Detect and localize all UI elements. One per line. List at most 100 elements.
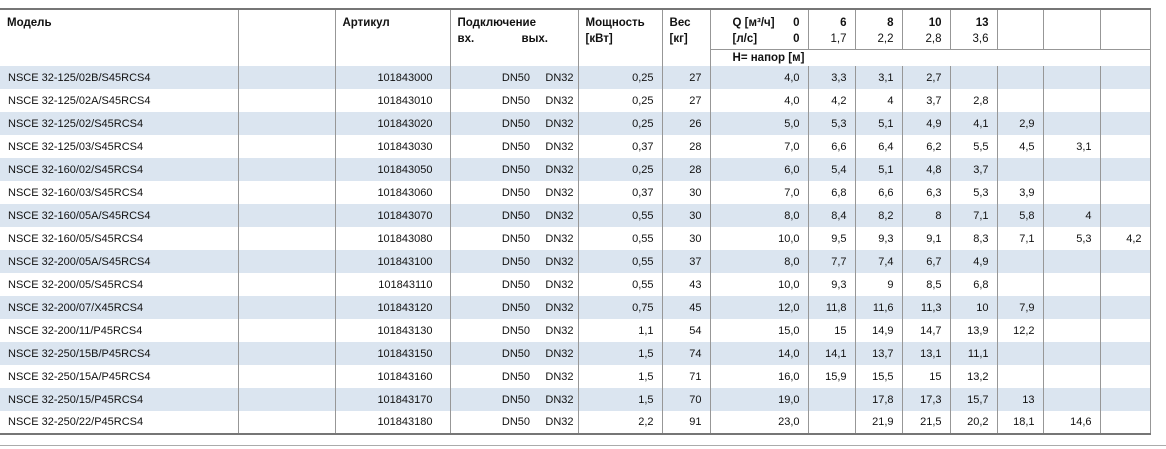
cell-spacer — [238, 66, 336, 89]
cell-model: NSCE 32-125/02A/S45RCS4 — [0, 89, 239, 112]
outlet-label: вых. — [521, 33, 548, 45]
cell-power: 2,2 — [578, 411, 663, 434]
cell-weight: 26 — [662, 112, 711, 135]
flow-ls-label: [л/с] — [732, 33, 758, 45]
cell-article: 101843120 — [335, 296, 451, 319]
cell-head-0: 7,0 — [710, 181, 809, 204]
cell-head-5 — [997, 273, 1044, 296]
cell-head-4: 10 — [950, 296, 998, 319]
cell-head-6 — [1043, 319, 1101, 342]
cell-head-6 — [1043, 388, 1101, 411]
cell-head-6 — [1043, 273, 1101, 296]
cell-head-2: 15,5 — [855, 365, 903, 388]
cell-head-4: 6,8 — [950, 273, 998, 296]
column-header-power: Мощность [кВт] — [578, 9, 663, 66]
cell-head-3: 9,1 — [902, 227, 951, 250]
column-header-extra-1 — [997, 9, 1044, 50]
cell-weight: 54 — [662, 319, 711, 342]
cell-head-3: 6,2 — [902, 135, 951, 158]
cell-head-6: 5,3 — [1043, 227, 1101, 250]
column-header-spacer — [238, 9, 336, 66]
cell-spacer — [238, 112, 336, 135]
cell-spacer — [238, 411, 336, 434]
cell-model: NSCE 32-160/05A/S45RCS4 — [0, 204, 239, 227]
table-body: NSCE 32-125/02B/S45RCS4 101843000 DN50 DN32… — [0, 66, 1151, 434]
column-header-extra-3 — [1100, 9, 1151, 50]
column-header-q6: 6 1,7 — [808, 9, 856, 50]
cell-head-3: 8 — [902, 204, 951, 227]
cell-spacer — [238, 181, 336, 204]
cell-head-7 — [1100, 342, 1151, 365]
cell-head-7 — [1100, 388, 1151, 411]
cell-article: 101843060 — [335, 181, 451, 204]
cell-weight: 27 — [662, 66, 711, 89]
cell-head-3: 4,9 — [902, 112, 951, 135]
cell-head-1 — [808, 411, 856, 434]
cell-outlet: DN32 — [532, 66, 579, 89]
cell-outlet: DN32 — [532, 204, 579, 227]
cell-power: 1,5 — [578, 388, 663, 411]
cell-head-2: 5,1 — [855, 158, 903, 181]
cell-model: NSCE 32-125/02B/S45RCS4 — [0, 66, 239, 89]
cell-head-7 — [1100, 135, 1151, 158]
cell-head-4: 7,1 — [950, 204, 998, 227]
cell-head-0: 4,0 — [710, 66, 809, 89]
column-header-flow: Q [м³/ч] 0 [л/с] 0 — [710, 9, 809, 50]
cell-head-3: 3,7 — [902, 89, 951, 112]
cell-weight: 70 — [662, 388, 711, 411]
cell-weight: 27 — [662, 89, 711, 112]
cell-head-4: 11,1 — [950, 342, 998, 365]
cell-head-0: 5,0 — [710, 112, 809, 135]
cell-head-3: 11,3 — [902, 296, 951, 319]
cell-model: NSCE 32-125/03/S45RCS4 — [0, 135, 239, 158]
cell-spacer — [238, 135, 336, 158]
cell-head-1: 5,3 — [808, 112, 856, 135]
cell-article: 101843000 — [335, 66, 451, 89]
cell-outlet: DN32 — [532, 388, 579, 411]
cell-head-4: 13,9 — [950, 319, 998, 342]
cell-head-7 — [1100, 204, 1151, 227]
cell-inlet: DN50 — [501, 232, 530, 245]
cell-spacer — [238, 342, 336, 365]
cell-head-6 — [1043, 296, 1101, 319]
cell-power: 1,5 — [578, 365, 663, 388]
cell-model: NSCE 32-200/05/S45RCS4 — [0, 273, 239, 296]
cell-head-2: 9 — [855, 273, 903, 296]
cell-outlet: DN32 — [532, 411, 579, 434]
cell-head-5 — [997, 250, 1044, 273]
cell-head-6: 3,1 — [1043, 135, 1101, 158]
table-row: NSCE 32-250/15/P45RCS4 101843170 DN50 DN32 1… — [0, 388, 1151, 411]
cell-weight: 43 — [662, 273, 711, 296]
cell-head-7 — [1100, 411, 1151, 434]
cell-head-1: 3,3 — [808, 66, 856, 89]
table-row: NSCE 32-160/05A/S45RCS4 101843070 DN50 DN32… — [0, 204, 1151, 227]
cell-model: NSCE 32-200/11/P45RCS4 — [0, 319, 239, 342]
cell-power: 0,55 — [578, 250, 663, 273]
column-header-model: Модель — [0, 9, 239, 66]
cell-outlet: DN32 — [532, 89, 579, 112]
cell-article: 101843180 — [335, 411, 451, 434]
table-row: NSCE 32-250/15B/P45RCS4 101843150 DN50 DN32… — [0, 342, 1151, 365]
cell-head-5: 7,9 — [997, 296, 1044, 319]
cell-inlet: DN50 — [450, 388, 532, 411]
cell-head-4: 5,3 — [950, 181, 998, 204]
cell-model: NSCE 32-125/02/S45RCS4 — [0, 112, 239, 135]
table-row: NSCE 32-125/02A/S45RCS4 101843010 DN50 DN32… — [0, 89, 1151, 112]
cell-head-7 — [1100, 296, 1151, 319]
cell-model: NSCE 32-250/15/P45RCS4 — [0, 388, 239, 411]
cell-model: NSCE 32-200/05A/S45RCS4 — [0, 250, 239, 273]
cell-head-3: 2,7 — [902, 66, 951, 89]
cell-head-7 — [1100, 181, 1151, 204]
cell-inlet: DN50 — [501, 140, 530, 153]
cell-head-7 — [1100, 158, 1151, 181]
cell-outlet: DN32 — [532, 158, 579, 181]
cell-weight: 74 — [662, 342, 711, 365]
cell-outlet: DN32 — [532, 227, 579, 250]
cell-article: 101843170 — [335, 388, 451, 411]
cell-spacer — [238, 296, 336, 319]
bottom-divider — [0, 445, 1166, 446]
flow-m3h-zero: 0 — [793, 17, 800, 29]
cell-head-4: 8,3 — [950, 227, 998, 250]
cell-head-6: 14,6 — [1043, 411, 1101, 434]
cell-article: 101843020 — [335, 112, 451, 135]
